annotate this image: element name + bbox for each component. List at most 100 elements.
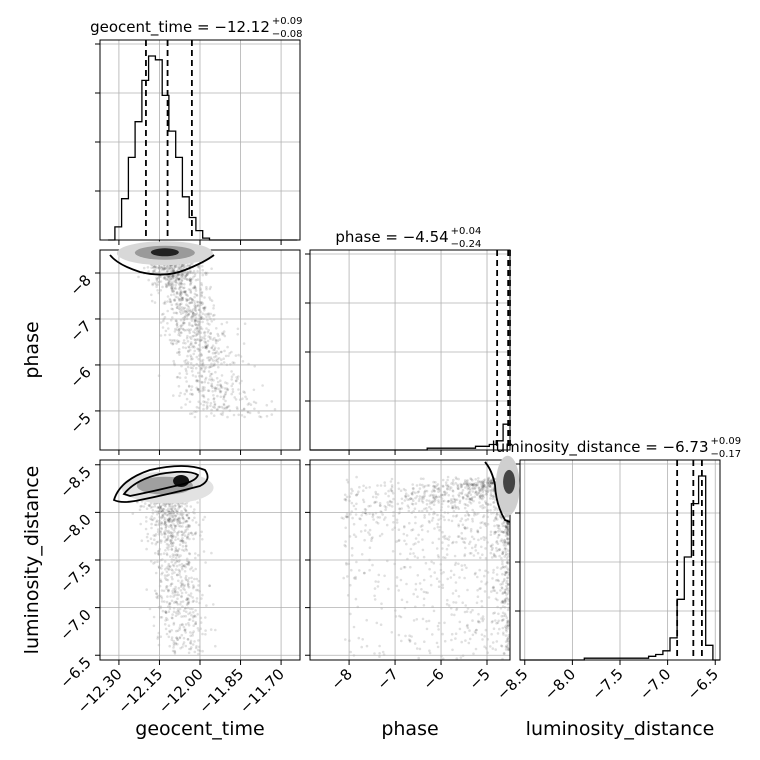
- sample-point: [177, 278, 181, 282]
- sample-point: [388, 504, 392, 507]
- title-upper-error: +0.09: [272, 16, 303, 27]
- sample-point: [200, 530, 203, 534]
- sample-point: [465, 526, 469, 530]
- sample-point: [171, 307, 175, 311]
- sample-point: [190, 576, 193, 580]
- sample-point: [193, 302, 197, 305]
- sample-point: [175, 342, 178, 345]
- sample-point: [211, 338, 215, 341]
- sample-point: [165, 553, 169, 557]
- sample-point: [180, 275, 183, 278]
- sample-point: [180, 530, 184, 534]
- sample-point: [179, 299, 183, 302]
- sample-point: [166, 578, 170, 582]
- sample-point: [191, 634, 194, 637]
- sample-point: [191, 586, 195, 590]
- sample-point: [495, 621, 498, 625]
- sample-point: [160, 564, 164, 567]
- sample-point: [167, 562, 171, 566]
- sample-point: [184, 367, 188, 371]
- sample-point: [173, 553, 177, 557]
- sample-point: [479, 556, 482, 560]
- sample-point: [170, 293, 173, 297]
- sample-point: [181, 521, 185, 525]
- sample-point: [172, 643, 176, 647]
- sample-point: [184, 290, 188, 293]
- sample-point: [184, 342, 187, 345]
- sample-point: [191, 600, 195, 603]
- sample-point: [171, 563, 175, 567]
- sample-point: [209, 628, 213, 631]
- sample-point: [186, 563, 189, 566]
- sample-point: [201, 387, 205, 391]
- sample-point: [189, 296, 192, 300]
- sample-point: [209, 402, 213, 405]
- sample-point: [204, 346, 208, 350]
- sample-point: [237, 375, 240, 378]
- sample-point: [163, 540, 167, 543]
- sample-point: [206, 330, 210, 334]
- sample-point: [415, 484, 419, 487]
- sample-point: [195, 304, 198, 308]
- sample-point: [161, 285, 164, 289]
- sample-point: [194, 313, 197, 316]
- sample-point: [161, 514, 164, 518]
- sample-point: [349, 650, 353, 654]
- sample-point: [400, 639, 403, 643]
- sample-point: [167, 281, 171, 285]
- sample-point: [355, 493, 358, 497]
- sample-point: [197, 629, 200, 632]
- sample-point: [185, 310, 189, 313]
- sample-point: [164, 549, 167, 552]
- sample-point: [481, 482, 484, 485]
- sample-point: [177, 504, 181, 508]
- sample-point: [459, 656, 463, 659]
- sample-point: [189, 641, 192, 644]
- sample-point: [173, 525, 177, 528]
- sample-point: [160, 539, 163, 542]
- sample-point: [344, 638, 347, 641]
- sample-point: [171, 284, 174, 287]
- sample-point: [197, 323, 200, 327]
- sample-point: [455, 540, 458, 544]
- sample-point: [406, 504, 410, 508]
- sample-point: [244, 395, 247, 399]
- sample-point: [207, 356, 211, 359]
- sample-point: [195, 645, 198, 648]
- sample-point: [503, 612, 507, 616]
- sample-point: [424, 561, 428, 565]
- sample-point: [179, 291, 183, 294]
- sample-point: [223, 349, 226, 353]
- sample-point: [210, 365, 213, 369]
- sample-point: [345, 495, 349, 499]
- sample-point: [235, 379, 238, 383]
- sample-point: [195, 597, 199, 600]
- sample-point: [405, 600, 409, 604]
- sample-point: [188, 264, 192, 268]
- sample-point: [182, 286, 185, 290]
- sample-point: [188, 308, 191, 312]
- sample-point: [166, 518, 170, 521]
- sample-point: [443, 518, 446, 522]
- sample-point: [186, 334, 189, 338]
- sample-point: [179, 623, 182, 627]
- sample-point: [149, 506, 153, 509]
- sample-point: [404, 489, 407, 492]
- sample-point: [431, 633, 434, 636]
- sample-point: [183, 291, 187, 294]
- sample-point: [167, 327, 170, 330]
- sample-point: [170, 269, 174, 273]
- sample-point: [202, 307, 206, 310]
- sample-point: [402, 532, 406, 536]
- sample-point: [169, 277, 172, 281]
- sample-point: [432, 488, 435, 491]
- sample-point: [184, 525, 188, 529]
- sample-point: [164, 526, 168, 530]
- x-tick-label: −5: [465, 665, 493, 693]
- sample-point: [159, 616, 162, 619]
- sample-point: [157, 549, 160, 553]
- sample-point: [159, 505, 163, 509]
- sample-point: [465, 610, 469, 613]
- sample-point: [209, 332, 212, 336]
- sample-point: [425, 499, 429, 502]
